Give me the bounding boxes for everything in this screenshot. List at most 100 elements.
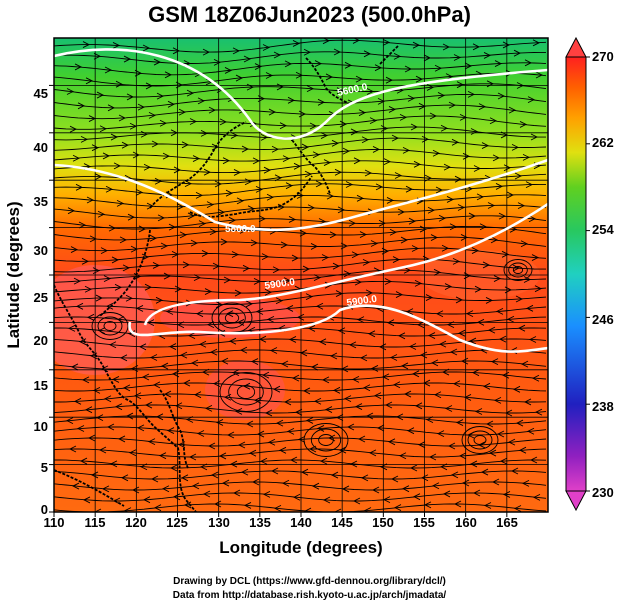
flow-arrow: [442, 43, 451, 51]
flow-arrow: [125, 412, 134, 420]
flow-arrow: [87, 434, 96, 442]
flow-arrow: [262, 490, 271, 498]
x-tick-label: 135: [249, 515, 271, 530]
y-tick-label: 30: [33, 243, 48, 258]
flow-arrow: [234, 289, 243, 297]
flow-arrow: [470, 128, 479, 135]
flow-arrow: [424, 174, 433, 182]
flow-arrow: [321, 254, 330, 261]
streamline: [54, 62, 547, 76]
flow-arrow: [329, 231, 338, 239]
flow-arrow: [430, 234, 439, 241]
flow-arrow: [241, 145, 250, 153]
flow-arrow: [143, 163, 152, 171]
flow-arrow: [525, 181, 534, 189]
flow-arrow: [203, 168, 212, 176]
circulation-loop: [467, 430, 493, 450]
flow-arrow: [495, 307, 504, 315]
flow-arrow: [206, 201, 215, 209]
flow-arrow: [307, 204, 316, 212]
flow-arrow: [274, 174, 283, 182]
flow-arrow: [280, 360, 289, 368]
flow-arrow: [345, 181, 354, 188]
flow-arrow: [456, 81, 465, 89]
flow-arrow: [176, 203, 185, 211]
flow-arrow: [467, 91, 476, 98]
flow-arrow: [253, 396, 262, 404]
flow-arrow: [204, 288, 213, 295]
flow-arrow: [453, 500, 462, 508]
flow-arrow: [193, 274, 202, 282]
x-tick-label: 130: [208, 515, 230, 530]
flow-arrow: [157, 214, 166, 222]
flow-arrow: [171, 370, 180, 378]
flow-arrow: [250, 358, 259, 365]
flow-arrow: [234, 407, 243, 415]
flow-arrow: [283, 277, 292, 285]
flow-arrow: [292, 493, 301, 501]
flow-arrow: [387, 438, 396, 446]
flow-arrow: [193, 391, 202, 399]
flow-arrow: [149, 234, 158, 242]
flow-arrow: [389, 354, 398, 361]
flow-arrow: [248, 449, 257, 457]
flow-arrow: [91, 144, 100, 152]
flow-arrow: [256, 430, 265, 438]
flow-arrow: [488, 449, 497, 457]
flow-arrow: [191, 482, 200, 490]
flow-arrow: [302, 387, 311, 395]
circulation-loop: [224, 312, 240, 324]
flow-arrow: [262, 44, 271, 51]
flow-arrow: [66, 88, 75, 95]
flow-arrow: [521, 479, 530, 487]
flow-arrow: [380, 125, 389, 132]
flow-arrow: [136, 424, 145, 432]
flow-arrow: [499, 457, 508, 465]
flow-arrow: [411, 370, 420, 378]
flow-arrow: [178, 108, 187, 116]
flow-arrow: [414, 279, 423, 287]
flow-arrow: [163, 272, 172, 280]
flow-arrow: [264, 409, 273, 417]
x-tick-label: 165: [496, 515, 518, 530]
flow-arrow: [272, 266, 281, 274]
flow-arrow: [231, 251, 240, 258]
flow-arrow: [72, 154, 81, 162]
circulation-loop: [103, 321, 117, 331]
flow-arrow: [355, 75, 364, 83]
streamline: [54, 104, 547, 120]
flow-arrow: [174, 285, 183, 293]
flow-arrow: [460, 234, 469, 241]
flow-arrow: [172, 493, 181, 501]
flow-arrow: [245, 300, 254, 308]
flow-arrow: [508, 106, 517, 114]
flow-arrow: [299, 349, 308, 357]
flow-arrow: [266, 193, 275, 201]
x-tick-label: 120: [125, 515, 147, 530]
flow-arrow: [75, 302, 84, 310]
flow-arrow: [412, 41, 421, 49]
flow-arrow: [320, 132, 329, 139]
flow-arrow: [146, 202, 155, 210]
flow-arrow: [185, 416, 194, 423]
flow-arrow: [392, 381, 401, 389]
flow-arrow: [365, 412, 374, 420]
flow-arrow: [180, 474, 189, 482]
flow-arrow: [232, 47, 241, 55]
flow-arrow: [337, 206, 346, 214]
flow-arrow: [84, 406, 93, 414]
streamline: [54, 426, 547, 436]
flow-arrow: [117, 435, 126, 443]
flow-arrow: [340, 242, 349, 250]
flow-arrow: [365, 289, 374, 297]
coastlines: [54, 45, 399, 512]
streamline: [54, 269, 547, 283]
flow-arrow: [474, 408, 483, 415]
flow-arrow: [317, 98, 326, 106]
streamline: [54, 292, 547, 306]
circulation-loop: [218, 307, 246, 329]
streamline: [54, 93, 547, 109]
flow-arrow: [468, 337, 477, 345]
flow-arrow: [140, 130, 149, 138]
flow-arrow: [342, 147, 351, 155]
